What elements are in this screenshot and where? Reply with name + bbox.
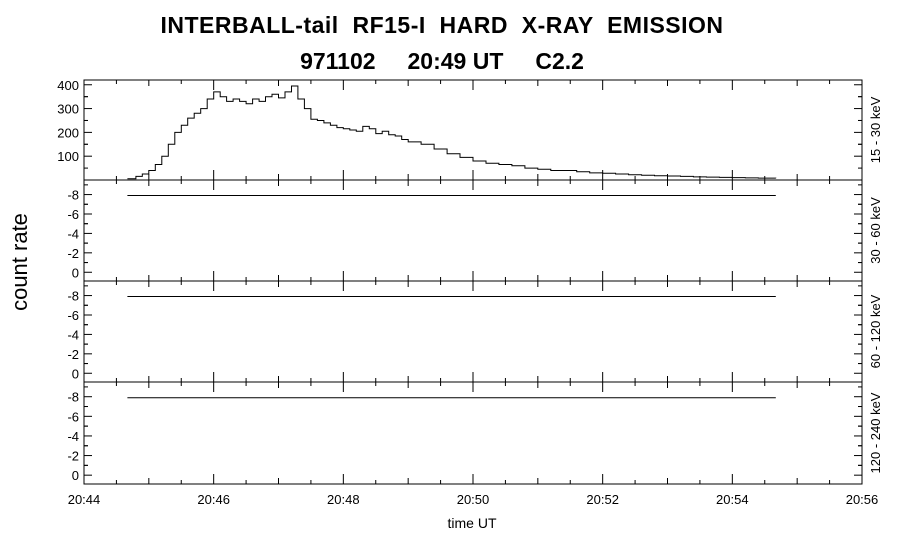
y-tick-label: -2	[67, 449, 79, 464]
y-tick-label: -8	[67, 188, 79, 203]
y-tick-label: 0	[72, 366, 79, 381]
y-tick-label: -6	[67, 207, 79, 222]
y-tick-label: -2	[67, 246, 79, 261]
y-tick-label: 400	[57, 78, 79, 93]
y-tick-label: -4	[67, 327, 79, 342]
x-axis-label: time UT	[448, 515, 497, 531]
x-tick-label: 20:46	[197, 492, 230, 507]
y-tick-label: 0	[72, 468, 79, 483]
chart-subtitle: 971102 20:49 UT C2.2	[300, 48, 584, 74]
x-tick-label: 20:48	[327, 492, 360, 507]
x-tick-label: 20:56	[846, 492, 879, 507]
y-tick-label: -6	[67, 308, 79, 323]
y-tick-label: 300	[57, 102, 79, 117]
panel-3: -8 -6 -4 -2 0 60 - 120 keV	[67, 280, 883, 383]
band-label: 15 - 30 keV	[868, 96, 883, 163]
panel-frame	[83, 79, 863, 181]
y-tick-label: -4	[67, 429, 79, 444]
y-tick-label: 200	[57, 125, 79, 140]
y-tick-label: -8	[67, 289, 79, 304]
chart-title: INTERBALL-tail RF15-I HARD X-RAY EMISSIO…	[160, 12, 724, 38]
band-label: 30 - 60 keV	[868, 197, 883, 264]
panel-1: 100 200 300 400 15 - 30 keV	[57, 78, 883, 181]
y-tick-label: 100	[57, 149, 79, 164]
y-axis-label: count rate	[7, 213, 32, 311]
x-tick-label: 20:52	[586, 492, 619, 507]
y-tick-label: 0	[72, 265, 79, 280]
y-tick-label: -4	[67, 226, 79, 241]
y-tick-label: -6	[67, 409, 79, 424]
panel-2: -8 -6 -4 -2 0 30 - 60 keV	[67, 179, 883, 282]
y-tick-label: -2	[67, 347, 79, 362]
panel-4: -8 -6 -4 -2 0 120 - 240 keV	[67, 381, 883, 485]
x-tick-label: 20:44	[68, 492, 101, 507]
band-label: 60 - 120 keV	[868, 294, 883, 368]
band-label: 120 - 240 keV	[868, 392, 883, 473]
y-tick-label: -8	[67, 390, 79, 405]
x-tick-label: 20:50	[457, 492, 490, 507]
x-tick-label: 20:54	[716, 492, 749, 507]
series-line	[127, 85, 777, 180]
